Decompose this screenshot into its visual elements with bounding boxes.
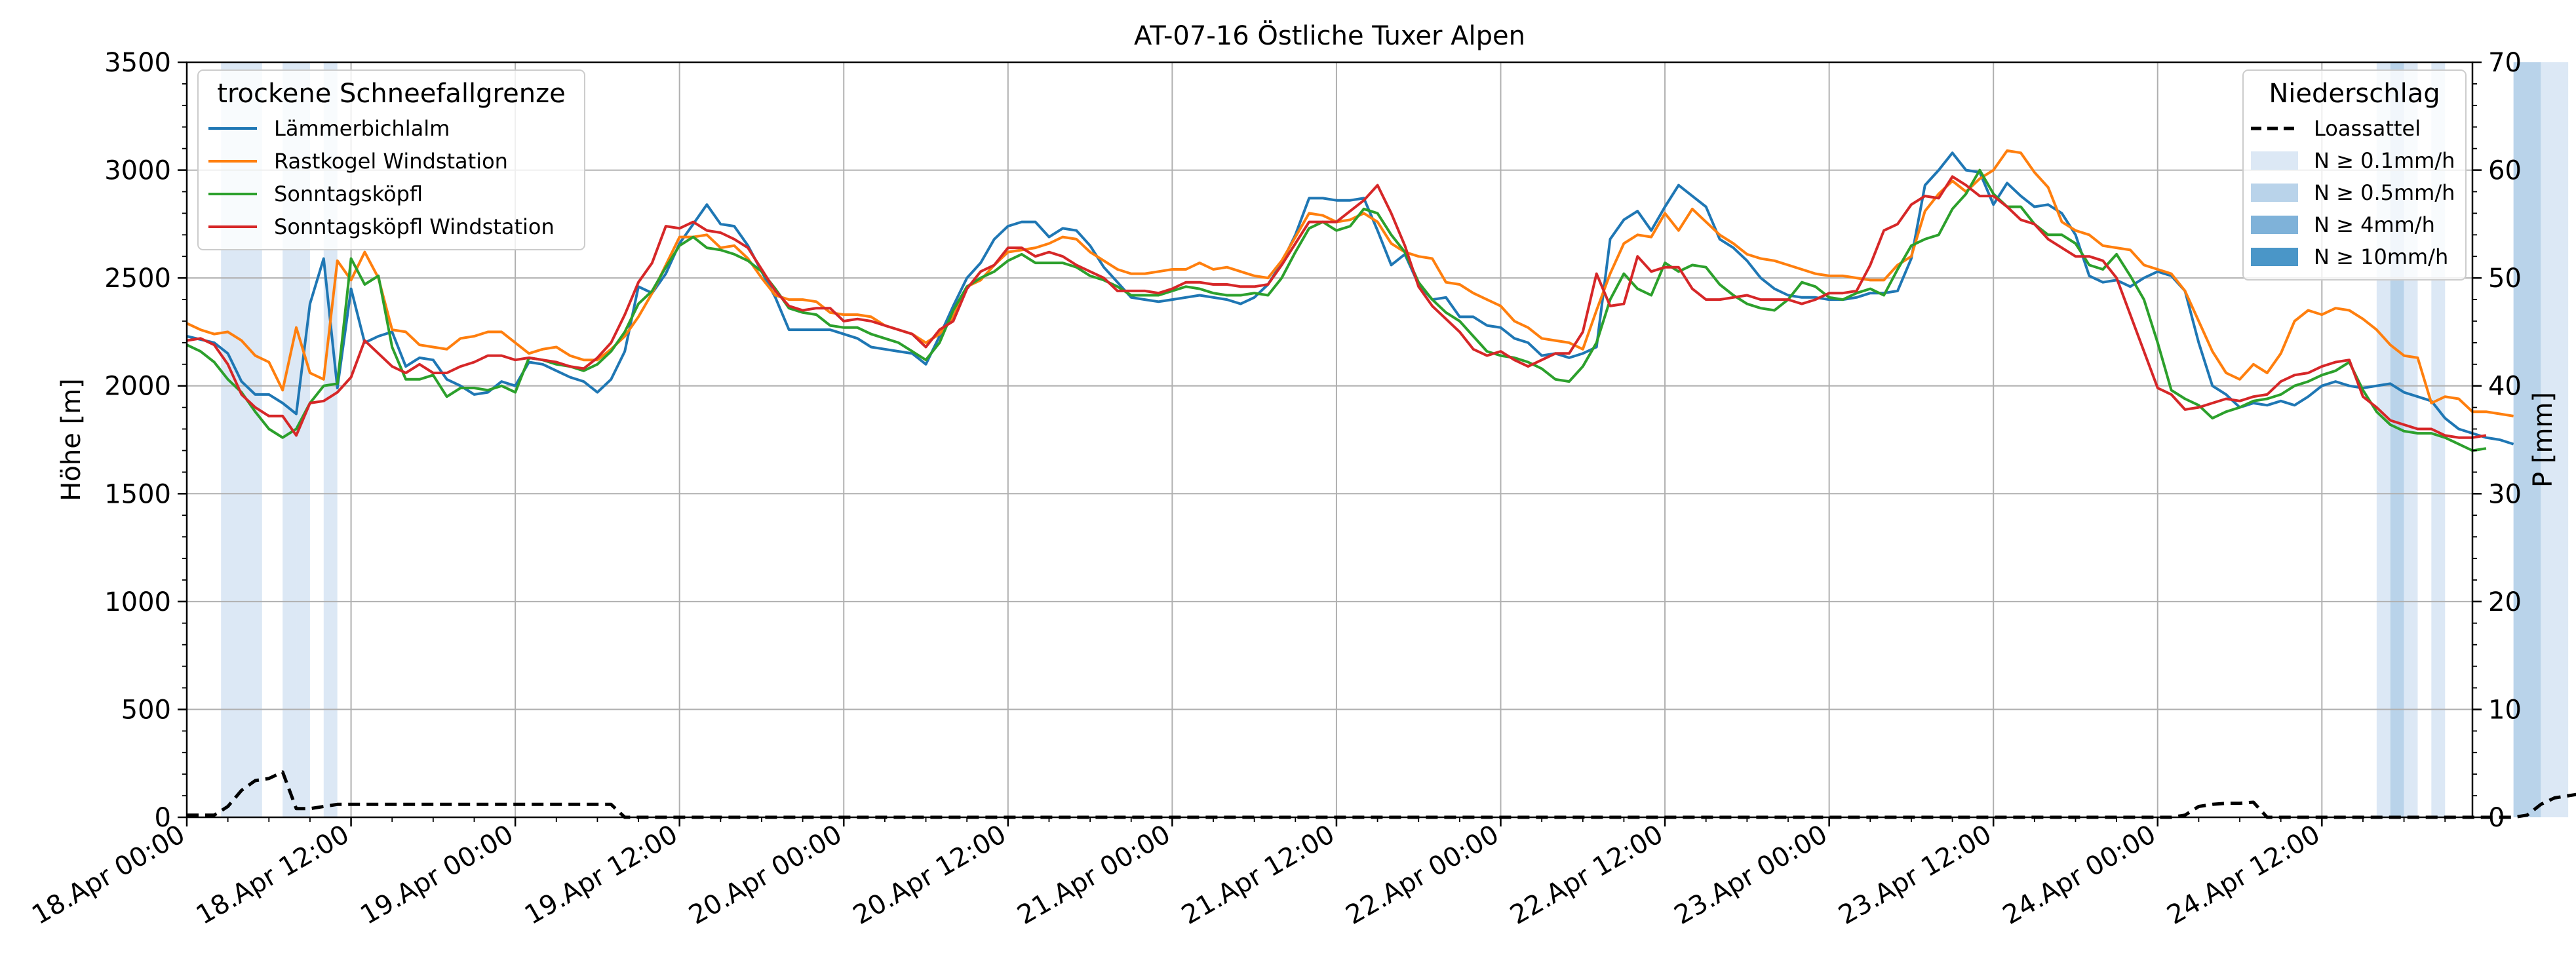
y-tick-label: 2500 xyxy=(104,263,171,294)
x-tick-label: 24.Apr 12:00 xyxy=(2162,819,2325,931)
legend-entry: Loassattel xyxy=(2314,116,2421,141)
legend-entry: Rastkogel Windstation xyxy=(274,149,508,174)
y-tick-label: 2000 xyxy=(104,372,171,402)
x-tick-label: 21.Apr 12:00 xyxy=(1177,819,1340,931)
x-tick-label: 22.Apr 00:00 xyxy=(1341,819,1504,931)
legend-entry: Sonntagsköpfl Windstation xyxy=(274,214,555,239)
y2-tick-label: 10 xyxy=(2488,695,2522,725)
x-tick-label: 24.Apr 00:00 xyxy=(1998,819,2161,931)
legend-entry: Lämmerbichlalm xyxy=(274,116,450,141)
legend-entry: N ≥ 4mm/h xyxy=(2314,212,2435,237)
legend-entry: N ≥ 0.1mm/h xyxy=(2314,148,2455,173)
x-tick-label: 18.Apr 00:00 xyxy=(27,819,190,931)
series-line xyxy=(186,175,2487,439)
y-axis-label: Höhe [m] xyxy=(56,378,87,501)
legend-left: trockene Schneefallgrenze Lämmerbichlalm R… xyxy=(197,69,585,250)
y2-axis-label: P [mm] xyxy=(2528,392,2558,488)
legend-swatch xyxy=(2251,184,2298,202)
legend-entry: N ≥ 10mm/h xyxy=(2314,244,2448,269)
x-tick-label: 23.Apr 00:00 xyxy=(1669,819,1833,931)
x-tick-label: 19.Apr 00:00 xyxy=(355,819,518,931)
y-tick-label: 0 xyxy=(155,803,171,833)
precip-band xyxy=(2513,62,2541,817)
y-tick-label: 3500 xyxy=(104,48,171,78)
legend-title: trockene Schneefallgrenze xyxy=(217,79,565,109)
series-line xyxy=(186,151,2514,446)
y2-tick-label: 20 xyxy=(2488,587,2522,617)
precip-band xyxy=(323,62,338,817)
y2-tick-label: 50 xyxy=(2488,263,2522,294)
x-tick-label: 21.Apr 00:00 xyxy=(1013,819,1176,931)
chart-title: AT-07-16 Östliche Tuxer Alpen xyxy=(1134,20,1525,51)
plot-frame xyxy=(185,61,2474,819)
x-tick-label: 20.Apr 00:00 xyxy=(684,819,847,931)
series-line xyxy=(187,770,2576,819)
legend-swatch xyxy=(2251,216,2298,234)
y2-tick-label: 70 xyxy=(2488,48,2522,78)
legend-swatch xyxy=(2251,248,2298,266)
x-tick-label: 19.Apr 12:00 xyxy=(520,819,683,931)
y2-tick-label: 0 xyxy=(2488,803,2505,833)
y-tick-label: 1500 xyxy=(104,479,171,509)
y2-tick-label: 60 xyxy=(2488,156,2522,186)
y2-tick-label: 30 xyxy=(2488,479,2522,509)
x-tick-label: 22.Apr 12:00 xyxy=(1505,819,1668,931)
legend-title: Niederschlag xyxy=(2269,79,2440,109)
precip-band xyxy=(283,62,297,817)
x-tick-label: 18.Apr 12:00 xyxy=(191,819,355,931)
legend-box xyxy=(2242,69,2467,281)
series-lines xyxy=(186,149,2576,819)
y-tick-label: 3000 xyxy=(104,156,171,186)
x-tick-label: 20.Apr 12:00 xyxy=(848,819,1011,931)
legend-entry: N ≥ 0.5mm/h xyxy=(2314,180,2455,205)
y-tick-label: 1000 xyxy=(104,587,171,617)
x-tick-label: 23.Apr 12:00 xyxy=(1833,819,1997,931)
y2-tick-label: 40 xyxy=(2488,372,2522,402)
legend-entry: Sonntagsköpfl xyxy=(274,182,423,206)
precip-band xyxy=(2541,62,2569,817)
legend-swatch xyxy=(2251,151,2298,170)
legend-box xyxy=(197,69,585,250)
legend-right: Niederschlag Loassattel N ≥ 0.1mm/h N ≥ 0.5… xyxy=(2242,69,2467,281)
series-line xyxy=(186,149,2514,417)
y-tick-label: 500 xyxy=(121,695,171,725)
precip-band xyxy=(296,62,310,817)
